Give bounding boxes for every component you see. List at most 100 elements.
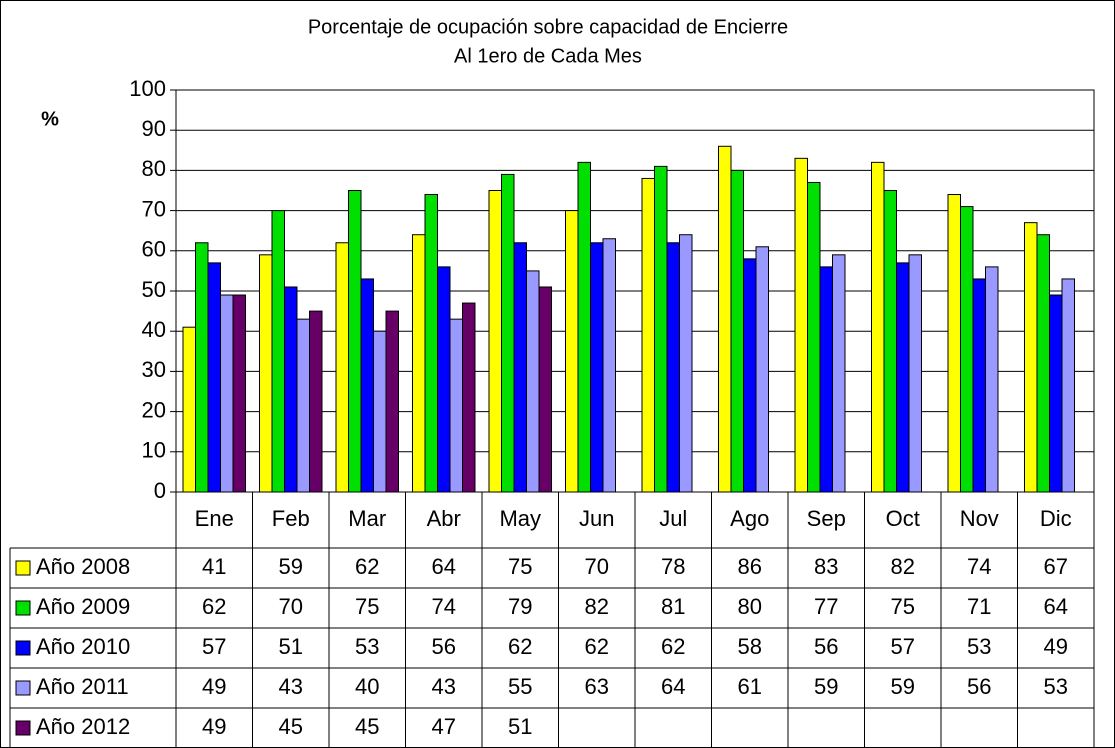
bar (373, 330, 387, 493)
y-tick-label: 50 (142, 277, 166, 302)
table-value: 56 (967, 674, 991, 699)
table-value: 40 (355, 674, 379, 699)
bar (794, 157, 808, 493)
x-tick-label: Nov (960, 506, 999, 531)
bar (309, 310, 323, 493)
legend-label: Año 2008 (36, 554, 130, 579)
legend-key (15, 600, 31, 616)
bar (883, 190, 897, 493)
bar (666, 242, 680, 493)
bar (538, 286, 552, 493)
bar (972, 278, 986, 493)
bar (602, 238, 616, 493)
table-value: 62 (585, 634, 609, 659)
x-tick-label: Jun (579, 506, 614, 531)
chart-title: Porcentaje de ocupación sobre capacidad … (308, 16, 788, 38)
table-value: 59 (891, 674, 915, 699)
x-tick-label: Ene (195, 506, 234, 531)
y-tick-label: 100 (129, 76, 166, 101)
legend-key (15, 680, 31, 696)
bar (195, 242, 209, 493)
bar (896, 262, 910, 493)
table-value: 74 (967, 554, 991, 579)
table-value: 86 (738, 554, 762, 579)
bar (1061, 278, 1075, 493)
legend-label: Año 2010 (36, 634, 130, 659)
table-value: 75 (508, 554, 532, 579)
bar (412, 234, 426, 493)
table-value: 82 (585, 594, 609, 619)
bar (641, 177, 655, 493)
legend-key (15, 640, 31, 656)
table-value: 49 (202, 714, 226, 739)
bar (871, 161, 885, 493)
table-value: 55 (508, 674, 532, 699)
table-value: 82 (891, 554, 915, 579)
bar (207, 262, 221, 493)
table-value: 58 (738, 634, 762, 659)
legend-label: Año 2009 (36, 594, 130, 619)
table-value: 43 (279, 674, 303, 699)
table-value: 77 (814, 594, 838, 619)
bar (348, 190, 362, 493)
bar (526, 270, 540, 493)
bar (1049, 294, 1063, 493)
bar (462, 302, 476, 493)
table-value: 59 (279, 554, 303, 579)
table-value: 75 (355, 594, 379, 619)
table-value: 43 (432, 674, 456, 699)
table-value: 71 (967, 594, 991, 619)
bar (654, 165, 668, 493)
table-value: 70 (279, 594, 303, 619)
bar (513, 242, 527, 493)
table-value: 83 (814, 554, 838, 579)
table-value: 53 (967, 634, 991, 659)
bar (590, 242, 604, 493)
y-tick-label: 90 (142, 116, 166, 141)
table-value: 81 (661, 594, 685, 619)
table-value: 70 (585, 554, 609, 579)
bar (488, 190, 502, 493)
table-value: 56 (432, 634, 456, 659)
x-tick-label: Oct (886, 506, 920, 531)
bar (182, 326, 196, 493)
table-value: 41 (202, 554, 226, 579)
bar (947, 194, 961, 493)
bar (437, 266, 451, 493)
table-value: 64 (1044, 594, 1068, 619)
table-value: 79 (508, 594, 532, 619)
bar (908, 254, 922, 493)
y-tick-label: 30 (142, 357, 166, 382)
table-value: 64 (432, 554, 456, 579)
table-value: 59 (814, 674, 838, 699)
x-tick-label: Dic (1040, 506, 1072, 531)
x-tick-label: Sep (807, 506, 846, 531)
table-value: 62 (202, 594, 226, 619)
x-tick-label: Jul (659, 506, 687, 531)
bar (335, 242, 349, 493)
bar (1024, 222, 1038, 493)
bar (730, 169, 744, 493)
table-value: 45 (279, 714, 303, 739)
bar (743, 258, 757, 493)
x-tick-label: Mar (348, 506, 386, 531)
bar (271, 210, 285, 493)
y-tick-label: 20 (142, 397, 166, 422)
bar (449, 318, 463, 493)
bar (819, 266, 833, 493)
bar (577, 161, 591, 493)
bar (385, 310, 399, 493)
bar (755, 246, 769, 493)
x-tick-label: Feb (272, 506, 310, 531)
legend-key (15, 720, 31, 736)
table-value: 62 (355, 554, 379, 579)
table-value: 64 (661, 674, 685, 699)
table-value: 67 (1044, 554, 1068, 579)
bar (360, 278, 374, 493)
table-value: 63 (585, 674, 609, 699)
y-tick-label: 40 (142, 317, 166, 342)
y-tick-label: 70 (142, 196, 166, 221)
x-tick-label: Ago (730, 506, 769, 531)
table-value: 56 (814, 634, 838, 659)
table-value: 74 (432, 594, 456, 619)
